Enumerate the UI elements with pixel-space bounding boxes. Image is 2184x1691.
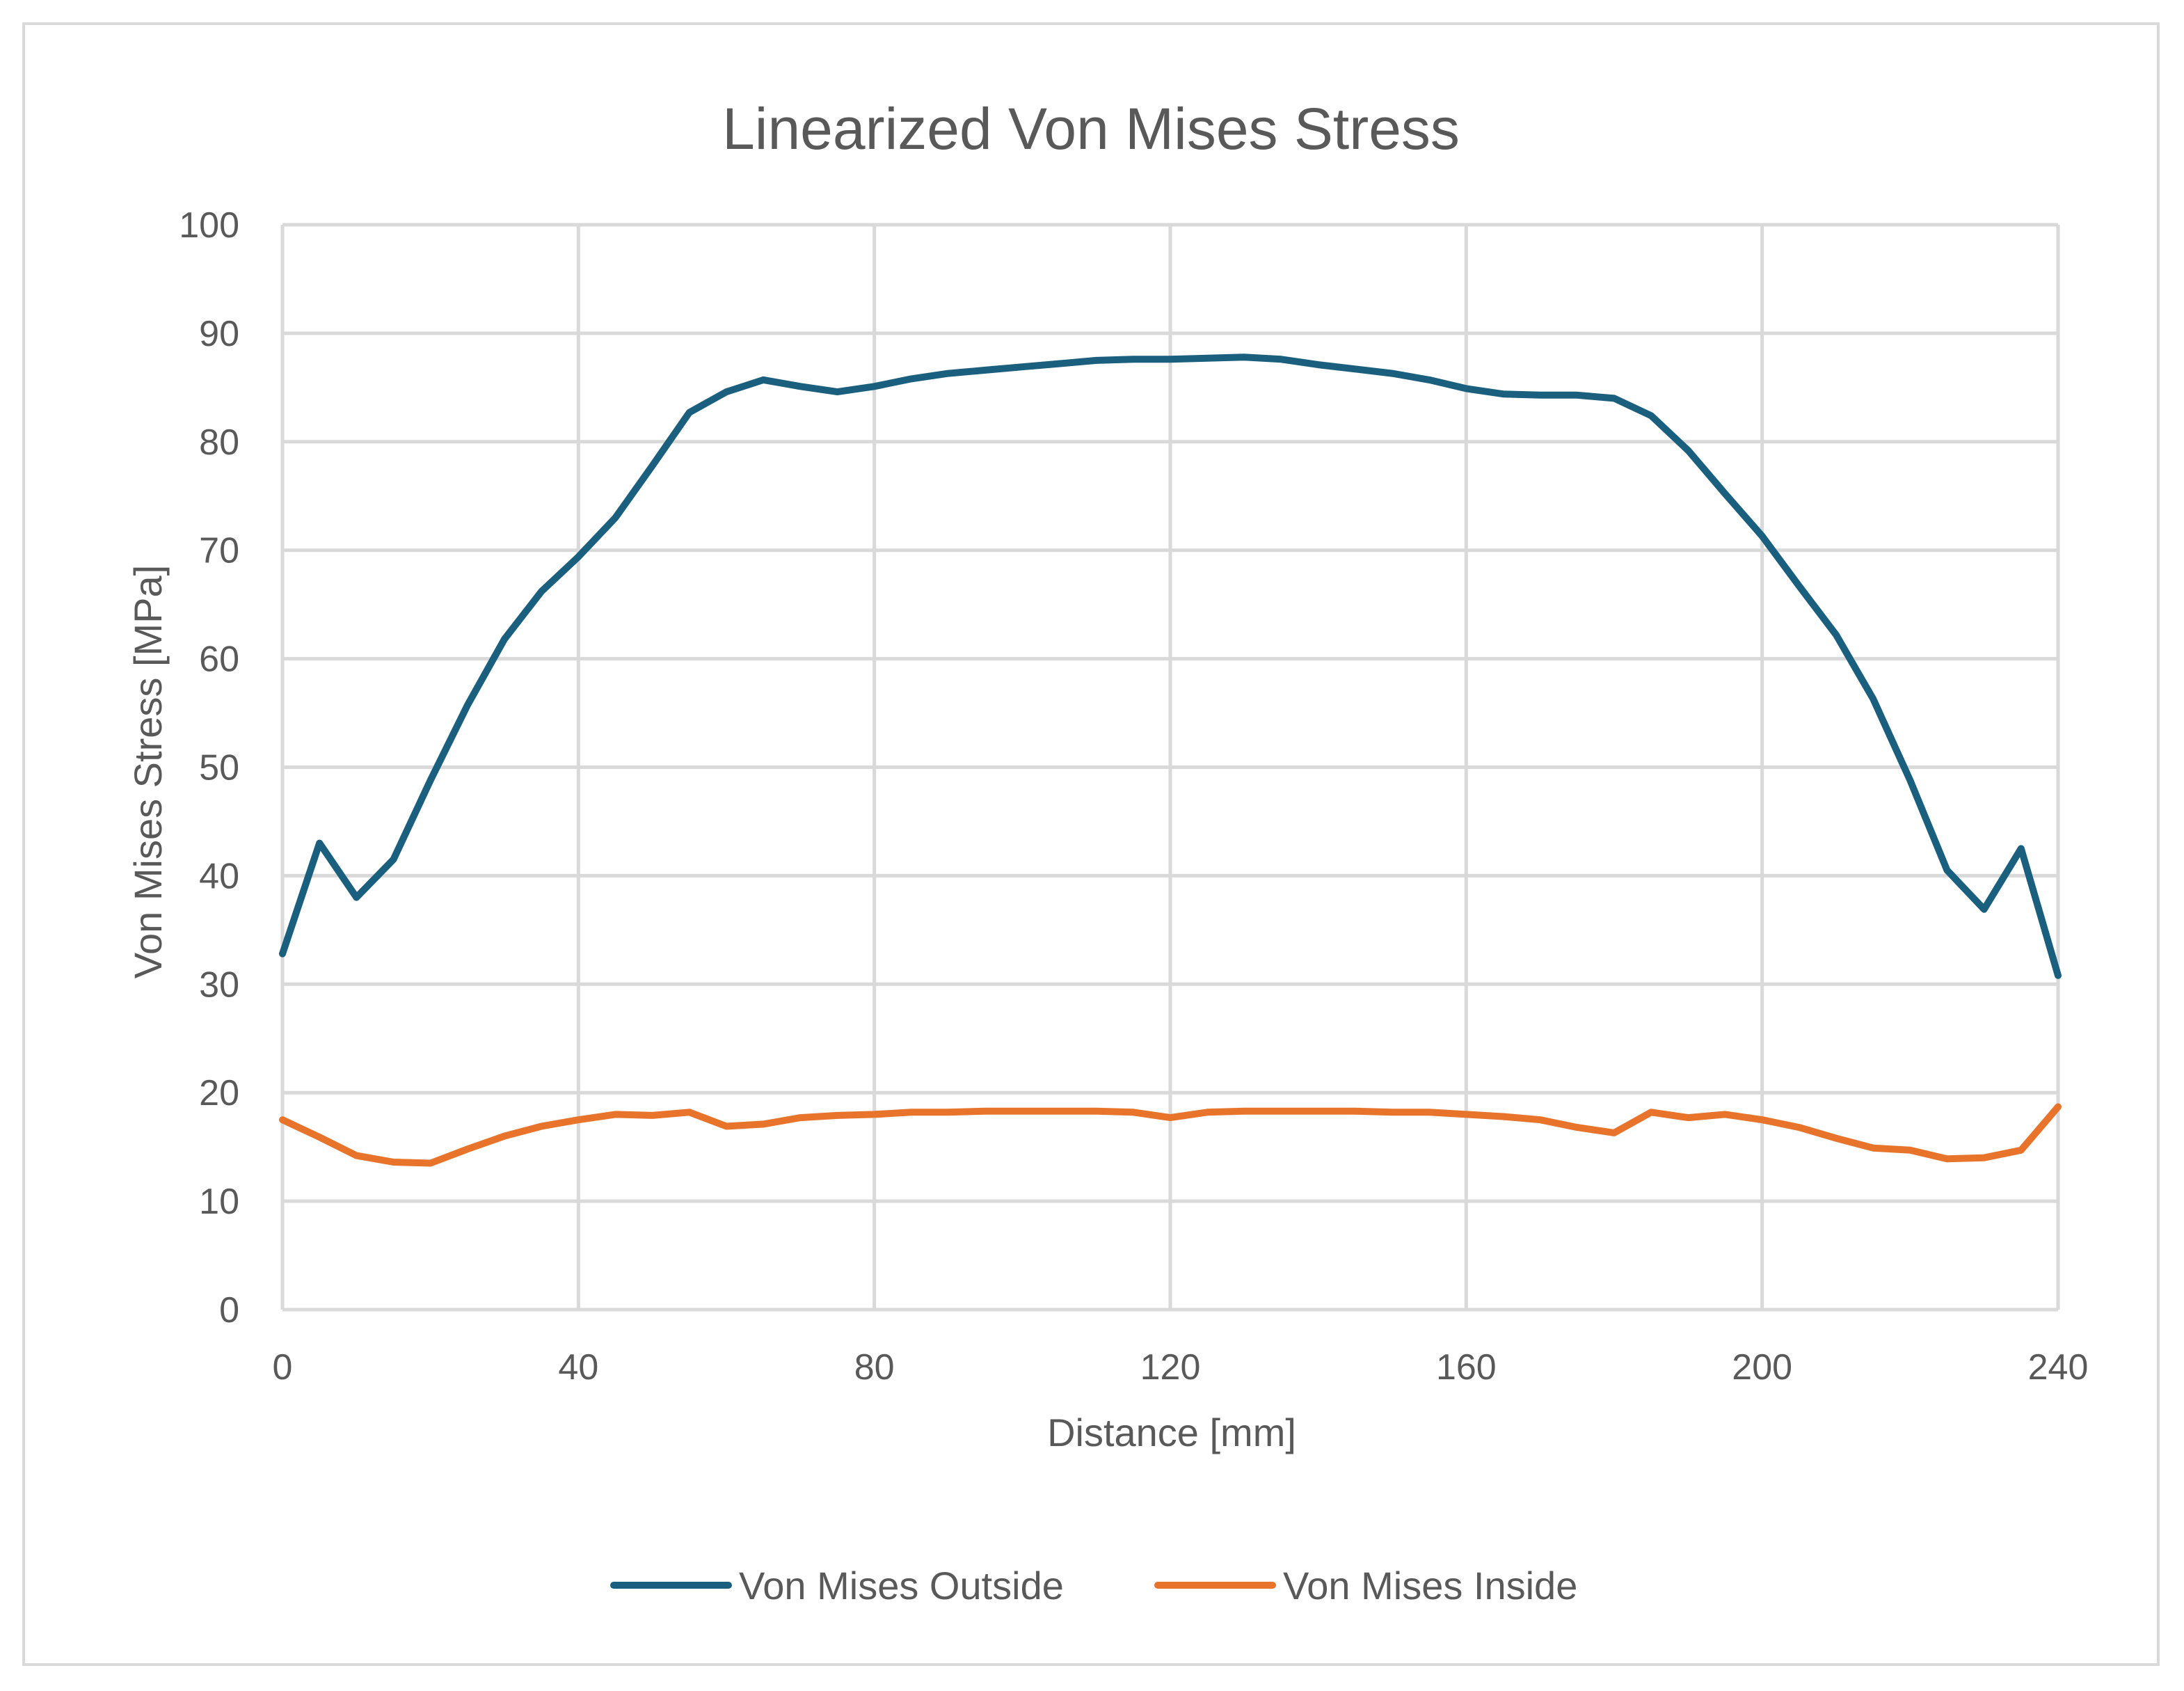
series-line-von-mises-inside bbox=[279, 1103, 2062, 1167]
chart-svg: Linearized Von Mises Stress 0 10 20 30 40 50 6… bbox=[126, 96, 2088, 1607]
x-tick-label: 0 bbox=[273, 1347, 293, 1388]
legend: Von Mises Outside Von Mises Inside bbox=[610, 1564, 1577, 1607]
x-tick-label: 80 bbox=[854, 1347, 895, 1388]
series-layer bbox=[279, 354, 2062, 1167]
legend-label: Von Mises Inside bbox=[1283, 1564, 1577, 1607]
grid-layer bbox=[280, 223, 2060, 1312]
y-tick-label: 20 bbox=[199, 1073, 239, 1113]
x-tick-label: 240 bbox=[2028, 1347, 2089, 1388]
y-tick-label: 70 bbox=[199, 531, 239, 571]
x-tick-label: 200 bbox=[1732, 1347, 1792, 1388]
y-tick-label: 80 bbox=[199, 422, 239, 463]
y-tick-label: 60 bbox=[199, 640, 239, 680]
chart-title: Linearized Von Mises Stress bbox=[722, 96, 1460, 161]
y-tick-label: 30 bbox=[199, 964, 239, 1005]
y-tick-label: 10 bbox=[199, 1182, 239, 1222]
y-axis-title: Von Mises Stress [MPa] bbox=[126, 565, 170, 978]
x-axis-title: Distance [mm] bbox=[1047, 1411, 1296, 1454]
series-line-von-mises-outside bbox=[279, 354, 2062, 979]
x-tick-label: 160 bbox=[1436, 1347, 1497, 1388]
legend-label: Von Mises Outside bbox=[739, 1564, 1064, 1607]
legend-item-von-mises-inside: Von Mises Inside bbox=[1154, 1564, 1577, 1607]
y-tick-label: 40 bbox=[199, 856, 239, 896]
chart-frame: Linearized Von Mises Stress 0 10 20 30 40 50 6… bbox=[22, 22, 2160, 1666]
tick-layer: 0 10 20 30 40 50 60 70 80 90 100 0 40 80 120 160 200 240 bbox=[179, 205, 2088, 1388]
y-tick-label: 50 bbox=[199, 748, 239, 788]
y-tick-label: 100 bbox=[179, 205, 239, 246]
legend-item-von-mises-outside: Von Mises Outside bbox=[610, 1564, 1064, 1607]
x-tick-label: 120 bbox=[1140, 1347, 1201, 1388]
y-tick-label: 90 bbox=[199, 314, 239, 354]
x-tick-label: 40 bbox=[558, 1347, 598, 1388]
y-tick-label: 0 bbox=[219, 1290, 239, 1331]
